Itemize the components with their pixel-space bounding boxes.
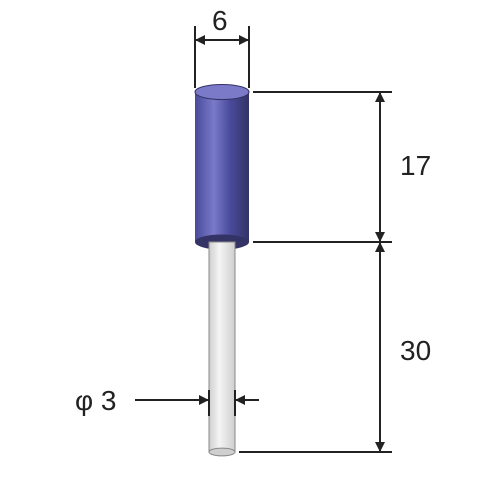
dim-top-width: 6	[195, 5, 249, 88]
shank	[209, 242, 235, 456]
grinding-head	[195, 84, 249, 249]
dim-head-length-text: 17	[400, 150, 431, 181]
dim-shank-diameter-text: φ 3	[75, 385, 117, 416]
dim-top-width-text: 6	[212, 5, 228, 36]
dim-shank-length-text: 30	[400, 335, 431, 366]
dim-head-length: 17	[380, 92, 431, 242]
dim-shank-length: 30	[380, 242, 431, 452]
